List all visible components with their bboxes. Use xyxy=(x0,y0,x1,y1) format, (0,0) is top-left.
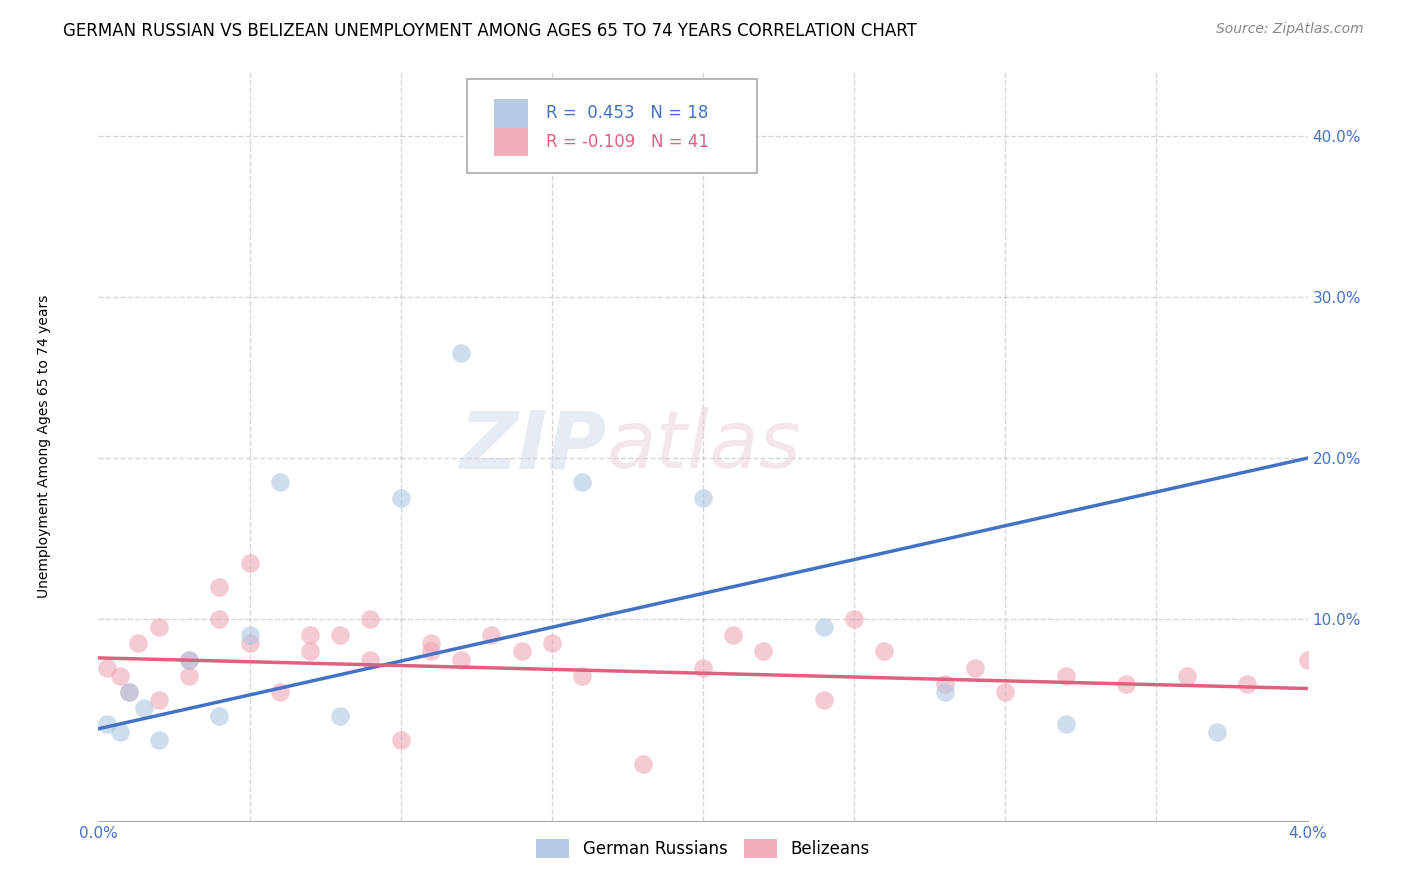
Point xyxy=(692,660,714,674)
Point xyxy=(965,660,987,674)
Point xyxy=(571,668,593,682)
Text: atlas: atlas xyxy=(606,407,801,485)
Point xyxy=(96,717,118,731)
Point xyxy=(813,620,835,634)
Legend: German Russians, Belizeans: German Russians, Belizeans xyxy=(529,832,877,864)
Point xyxy=(360,652,382,666)
Point xyxy=(329,628,352,642)
FancyBboxPatch shape xyxy=(494,99,527,128)
Point xyxy=(269,475,291,490)
Text: R =  0.453   N = 18: R = 0.453 N = 18 xyxy=(546,104,709,122)
Point xyxy=(1054,717,1077,731)
Point xyxy=(132,701,155,715)
Point xyxy=(873,644,896,658)
Point xyxy=(329,709,352,723)
Point xyxy=(148,733,170,747)
Point xyxy=(844,612,866,626)
Point xyxy=(208,580,231,594)
Point xyxy=(208,612,231,626)
Point xyxy=(1296,652,1319,666)
Point xyxy=(994,684,1017,698)
Point xyxy=(723,628,745,642)
Point xyxy=(813,693,835,707)
Text: R = -0.109   N = 41: R = -0.109 N = 41 xyxy=(546,133,709,151)
Point xyxy=(420,636,443,650)
Point xyxy=(1054,668,1077,682)
Point xyxy=(389,733,412,747)
Point xyxy=(299,628,322,642)
Point xyxy=(269,684,291,698)
Point xyxy=(1206,725,1229,739)
Point xyxy=(108,725,131,739)
Text: ZIP: ZIP xyxy=(458,407,606,485)
Text: Source: ZipAtlas.com: Source: ZipAtlas.com xyxy=(1216,22,1364,37)
FancyBboxPatch shape xyxy=(467,78,758,172)
Point xyxy=(118,684,141,698)
Point xyxy=(1115,676,1137,690)
Point xyxy=(510,644,533,658)
Point xyxy=(96,660,118,674)
Text: GERMAN RUSSIAN VS BELIZEAN UNEMPLOYMENT AMONG AGES 65 TO 74 YEARS CORRELATION CH: GERMAN RUSSIAN VS BELIZEAN UNEMPLOYMENT … xyxy=(63,22,917,40)
Point xyxy=(389,491,412,506)
Point xyxy=(179,652,201,666)
Point xyxy=(934,676,956,690)
Point xyxy=(239,556,262,570)
Point xyxy=(148,620,170,634)
Point xyxy=(208,709,231,723)
Point xyxy=(148,693,170,707)
Point xyxy=(540,636,562,650)
Point xyxy=(118,684,141,698)
Point xyxy=(631,757,654,772)
Point xyxy=(239,628,262,642)
Point xyxy=(420,644,443,658)
FancyBboxPatch shape xyxy=(494,128,527,156)
Point xyxy=(299,644,322,658)
Point xyxy=(1175,668,1198,682)
Point xyxy=(692,491,714,506)
Point xyxy=(179,652,201,666)
Point xyxy=(934,684,956,698)
Point xyxy=(450,652,472,666)
Point xyxy=(179,668,201,682)
Point xyxy=(108,668,131,682)
Point xyxy=(239,636,262,650)
Point xyxy=(127,636,149,650)
Point xyxy=(752,644,775,658)
Point xyxy=(481,628,503,642)
Point xyxy=(571,475,593,490)
Point xyxy=(360,612,382,626)
Point xyxy=(1236,676,1258,690)
Text: Unemployment Among Ages 65 to 74 years: Unemployment Among Ages 65 to 74 years xyxy=(37,294,51,598)
Point xyxy=(450,346,472,360)
